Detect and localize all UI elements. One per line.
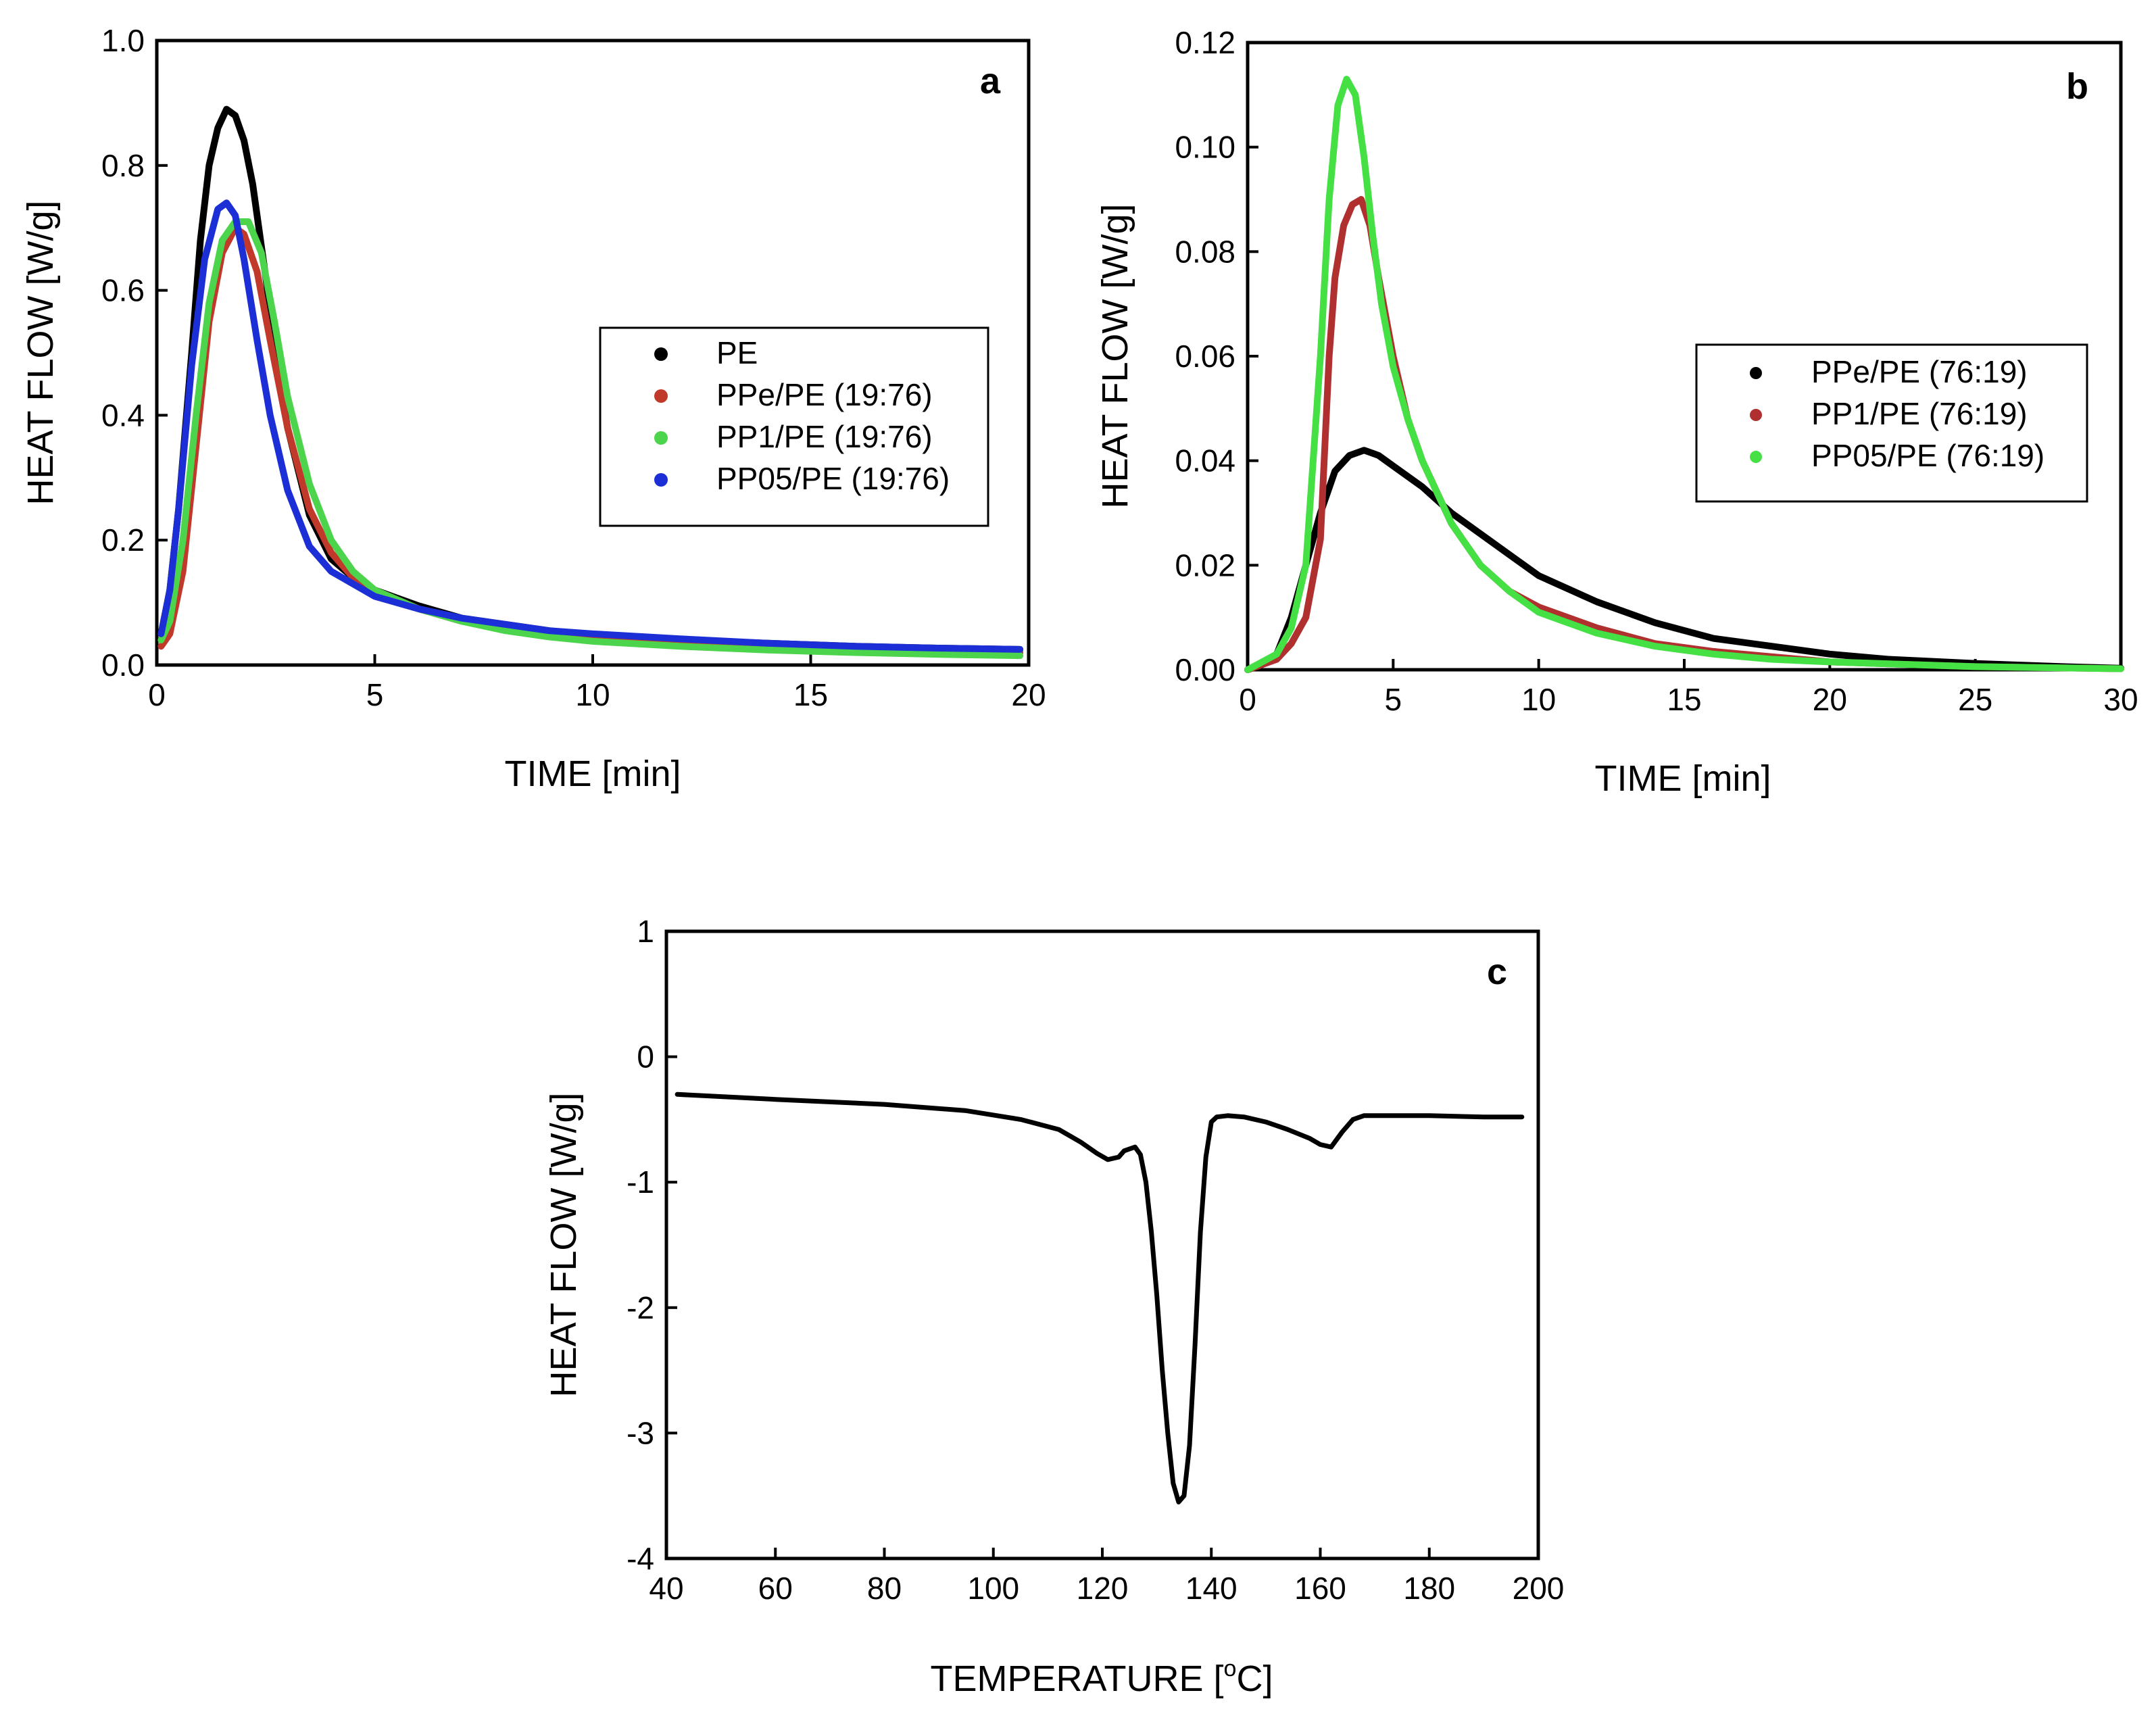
y-tick-label: -3: [627, 1415, 654, 1450]
x-ticks-b: 0 5 10 15 20 25 30: [1239, 659, 2138, 717]
panel-label-b: b: [2066, 66, 2088, 107]
x-tick-label: 10: [1521, 682, 1556, 717]
legend-marker-ppe-pe-76-19: [1750, 367, 1762, 379]
y-tick-label: 0.8: [101, 148, 145, 183]
x-ticks-a: 0 5 10 15 20: [148, 654, 1046, 712]
x-tick-label: 20: [1011, 677, 1046, 712]
legend-items-a: PE PPe/PE (19:76) PP1/PE (19:76) PP05/PE (1…: [654, 335, 950, 496]
y-tick-label: -2: [627, 1290, 654, 1325]
y-ticks-a: 0.0 0.2 0.4 0.6 0.8 1.0: [101, 23, 168, 683]
series-b: [1244, 76, 2124, 673]
y-axis-label-b: HEAT FLOW [W/g]: [1095, 203, 1135, 508]
legend-marker-pe: [654, 347, 668, 361]
legend-marker-pp05-pe-76-19: [1750, 451, 1762, 463]
chart-panel-b: 0 5 10 15 20 25 30 0.00 0.02 0.04 0.06 0.08 0.10 0.1…: [1095, 25, 2138, 799]
x-tick-label: 25: [1958, 682, 1992, 717]
legend-items-b: PPe/PE (76:19) PP1/PE (76:19) PP05/PE (76:…: [1750, 354, 2044, 473]
x-tick-label: 120: [1077, 1571, 1129, 1606]
y-tick-label: 0.10: [1175, 130, 1235, 165]
x-tick-label: 0: [148, 677, 166, 712]
x-tick-label: 15: [793, 677, 828, 712]
y-axis-label-a: HEAT FLOW [W/g]: [20, 200, 61, 505]
series-c: [675, 1091, 1525, 1504]
series-a: [157, 105, 1024, 660]
legend-label-pp05-pe-76-19: PP05/PE (76:19): [1811, 438, 2044, 473]
series-line-pp05-pe-19-76: [157, 199, 1024, 653]
y-ticks-b: 0.00 0.02 0.04 0.06 0.08 0.10 0.12: [1175, 25, 1258, 687]
x-axis-label-c-main: TEMPERATURE [: [931, 1658, 1224, 1699]
x-axis-label-c-degree: o: [1224, 1656, 1237, 1681]
plot-frame-c: [664, 929, 1540, 1561]
x-tick-label: 80: [867, 1571, 902, 1606]
legend-marker-pp1-pe-76-19: [1750, 409, 1762, 421]
x-tick-label: 0: [1239, 682, 1256, 717]
series-line-pp1-pe-19-76: [157, 218, 1024, 660]
y-tick-label: 0.2: [101, 522, 145, 558]
legend-label-pp1-pe-76-19: PP1/PE (76:19): [1811, 396, 2028, 431]
y-tick-label: 0.0: [101, 647, 145, 683]
y-tick-label: 0: [637, 1039, 654, 1075]
y-tick-label: -4: [627, 1541, 654, 1576]
x-tick-label: 40: [649, 1571, 683, 1606]
y-tick-label: 0.04: [1175, 443, 1235, 478]
y-tick-label: 0.00: [1175, 652, 1235, 687]
panel-label-c: c: [1487, 952, 1507, 992]
x-tick-label: 140: [1185, 1571, 1238, 1606]
x-tick-label: 5: [366, 677, 384, 712]
legend-marker-pp05-pe-19-76: [654, 473, 668, 487]
y-tick-label: 0.6: [101, 273, 145, 308]
x-tick-label: 5: [1385, 682, 1402, 717]
legend-label-ppe-pe-19-76: PPe/PE (19:76): [716, 377, 933, 412]
legend-label-pp1-pe-19-76: PP1/PE (19:76): [716, 419, 933, 454]
x-tick-label: 200: [1513, 1571, 1565, 1606]
legend-b: PPe/PE (76:19) PP1/PE (76:19) PP05/PE (76:…: [1695, 343, 2088, 503]
legend-box-a: [599, 326, 989, 527]
x-tick-label: 100: [967, 1571, 1019, 1606]
chart-panel-c: 40 60 80 100 120 140 160 180 200 -4 -3 -2 -1 0 1 TEMP…: [543, 914, 1564, 1699]
legend-a: PE PPe/PE (19:76) PP1/PE (19:76) PP05/PE (1…: [599, 326, 989, 527]
x-tick-label: 10: [575, 677, 610, 712]
legend-marker-ppe-pe-19-76: [654, 389, 668, 403]
x-axis-label-b: TIME [min]: [1594, 758, 1771, 799]
series-line-pp05-pe-76-19: [1244, 76, 2124, 673]
y-tick-label: 0.08: [1175, 234, 1235, 269]
panel-label-a: a: [980, 61, 1001, 101]
y-axis-label-c: HEAT FLOW [W/g]: [543, 1092, 584, 1397]
legend-marker-pp1-pe-19-76: [654, 431, 668, 445]
legend-label-pp05-pe-19-76: PP05/PE (19:76): [716, 461, 950, 496]
x-axis-label-c: TEMPERATURE [oC]: [931, 1656, 1273, 1699]
y-tick-label: -1: [627, 1164, 654, 1200]
chart-panel-a: 0 5 10 15 20 0.0 0.2 0.4 0.6 0.8 1.0 TIME [min] H…: [20, 23, 1046, 794]
y-tick-label: 0.02: [1175, 547, 1235, 583]
x-tick-label: 60: [758, 1571, 793, 1606]
y-ticks-c: -4 -3 -2 -1 0 1: [627, 914, 677, 1576]
legend-label-pe: PE: [716, 335, 758, 370]
x-axis-label-c-end: C]: [1236, 1658, 1273, 1699]
x-tick-label: 180: [1403, 1571, 1455, 1606]
y-tick-label: 0.4: [101, 397, 145, 433]
y-tick-label: 0.06: [1175, 339, 1235, 374]
y-tick-label: 1: [637, 914, 654, 949]
x-tick-label: 20: [1813, 682, 1847, 717]
y-tick-label: 1.0: [101, 23, 145, 58]
x-ticks-c: 40 60 80 100 120 140 160 180 200: [649, 1548, 1564, 1606]
legend-label-ppe-pe-76-19: PPe/PE (76:19): [1811, 354, 2028, 389]
y-tick-label: 0.12: [1175, 25, 1235, 60]
x-tick-label: 15: [1667, 682, 1701, 717]
x-tick-label: 30: [2103, 682, 2138, 717]
x-tick-label: 160: [1294, 1571, 1346, 1606]
x-axis-label-a: TIME [min]: [504, 754, 681, 794]
series-line-dsc: [675, 1091, 1525, 1504]
